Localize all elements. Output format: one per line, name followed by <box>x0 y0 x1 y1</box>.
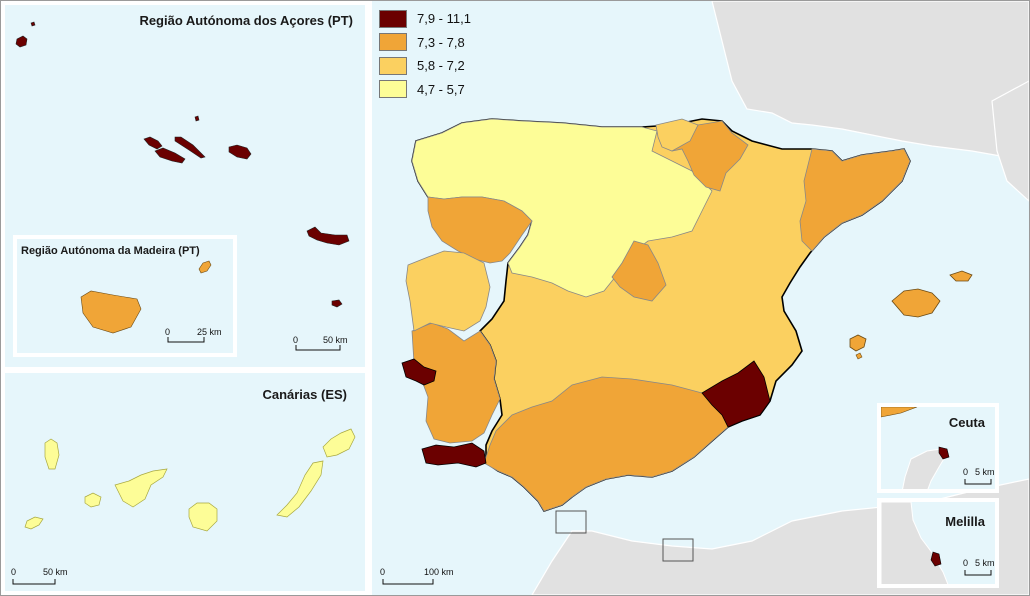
island-fuerteventura <box>276 460 324 518</box>
island-santa-maria <box>331 299 343 308</box>
region-madrid <box>611 240 667 302</box>
legend-swatch <box>379 9 407 28</box>
island-flores <box>15 35 28 48</box>
legend-item: 4,7 - 5,7 <box>379 78 471 102</box>
island-menorca <box>949 270 973 282</box>
canarias-scale-zero: 0 <box>11 567 16 577</box>
melilla-territory <box>930 551 942 567</box>
island-porto-santo <box>198 260 212 274</box>
melilla-scale-bar <box>964 570 992 576</box>
land-east <box>991 80 1029 202</box>
canarias-islands: 0 50 km <box>11 428 356 585</box>
madeira-inset: Região Autónoma da Madeira (PT) 0 25 km <box>13 235 237 357</box>
island-tenerife <box>114 468 168 508</box>
ceuta-scale-zero: 0 <box>963 467 968 477</box>
island-corvo <box>30 21 36 27</box>
madeira-scale-bar <box>167 337 205 343</box>
island-sao-miguel <box>306 226 350 246</box>
island-madeira <box>80 290 142 334</box>
legend-swatch <box>379 33 407 52</box>
melilla-africa-land <box>881 502 949 584</box>
azores-scale-bar <box>295 345 341 351</box>
azores-title: Região Autónoma dos Açores (PT) <box>139 13 353 28</box>
island-graciosa <box>194 115 200 122</box>
main-scale-end: 100 km <box>424 567 454 577</box>
region-basque <box>655 118 699 152</box>
legend-item: 5,8 - 7,2 <box>379 54 471 78</box>
ceuta-scale-end: 5 km <box>975 467 995 477</box>
legend-swatch <box>379 80 407 99</box>
region-andalusia <box>483 376 733 512</box>
island-el-hierro <box>24 516 44 530</box>
madeira-scale-zero: 0 <box>165 327 170 337</box>
azores-scale-zero: 0 <box>293 335 298 345</box>
canarias-panel: Canárias (ES) 0 50 km <box>5 373 365 591</box>
land-france <box>711 1 1029 162</box>
iberia-map: 0 100 km <box>380 1 1029 595</box>
region-centro-portugal <box>405 250 491 332</box>
island-la-palma <box>44 438 60 470</box>
iberia-panel: 0 100 km Ceuta 0 5 km Melilla <box>372 1 1029 595</box>
region-alentejo <box>411 322 501 444</box>
legend-swatch <box>379 56 407 75</box>
azores-panel: Região Autónoma dos Açores (PT) 0 50 km <box>5 5 365 367</box>
madeira-title: Região Autónoma da Madeira (PT) <box>21 245 200 257</box>
ceuta-inset: Ceuta 0 5 km <box>877 403 999 493</box>
ceuta-scale-bar <box>964 479 992 485</box>
island-pico <box>154 147 186 164</box>
island-lanzarote <box>322 428 356 458</box>
island-sao-jorge <box>174 136 206 159</box>
ceuta-spain-land <box>881 407 918 418</box>
canarias-title: Canárias (ES) <box>262 387 347 402</box>
legend-item: 7,9 - 11,1 <box>379 7 471 31</box>
madeira-scale-end: 25 km <box>197 327 222 337</box>
melilla-title: Melilla <box>945 514 985 529</box>
island-terceira <box>228 144 252 160</box>
region-lisbon <box>401 358 437 386</box>
legend: 7,9 - 11,1 7,3 - 7,8 5,8 - 7,2 4,7 - 5,7 <box>379 7 471 101</box>
canarias-scale-bar <box>12 579 56 585</box>
island-gran-canaria <box>188 502 218 532</box>
melilla-locator-box <box>662 538 694 562</box>
melilla-scale-end: 5 km <box>975 558 995 568</box>
melilla-scale-zero: 0 <box>963 558 968 568</box>
island-formentera <box>855 352 863 360</box>
ceuta-territory <box>938 446 950 460</box>
island-mallorca <box>891 288 941 318</box>
ceuta-africa-land <box>902 448 946 489</box>
island-la-gomera <box>84 492 102 508</box>
main-scale-zero: 0 <box>380 567 385 577</box>
region-murcia <box>701 360 771 428</box>
madeira-islands: 0 25 km <box>80 260 222 343</box>
ceuta-locator-box <box>555 510 587 534</box>
legend-label: 7,9 - 11,1 <box>417 11 471 27</box>
region-algarve <box>421 442 487 468</box>
azores-scale-end: 50 km <box>323 335 348 345</box>
melilla-inset: Melilla 0 5 km <box>877 498 999 588</box>
canarias-scale-end: 50 km <box>43 567 68 577</box>
azores-islands: 0 50 km <box>15 21 350 351</box>
ceuta-title: Ceuta <box>948 415 985 430</box>
main-scale-bar <box>382 579 434 585</box>
legend-label: 4,7 - 5,7 <box>417 81 465 97</box>
region-north-portugal <box>427 196 533 264</box>
island-ibiza <box>849 334 867 352</box>
legend-label: 7,3 - 7,8 <box>417 34 465 50</box>
legend-item: 7,3 - 7,8 <box>379 31 471 55</box>
legend-label: 5,8 - 7,2 <box>417 58 465 74</box>
region-catalonia <box>799 148 911 252</box>
island-sao-jorge-west <box>143 136 163 150</box>
